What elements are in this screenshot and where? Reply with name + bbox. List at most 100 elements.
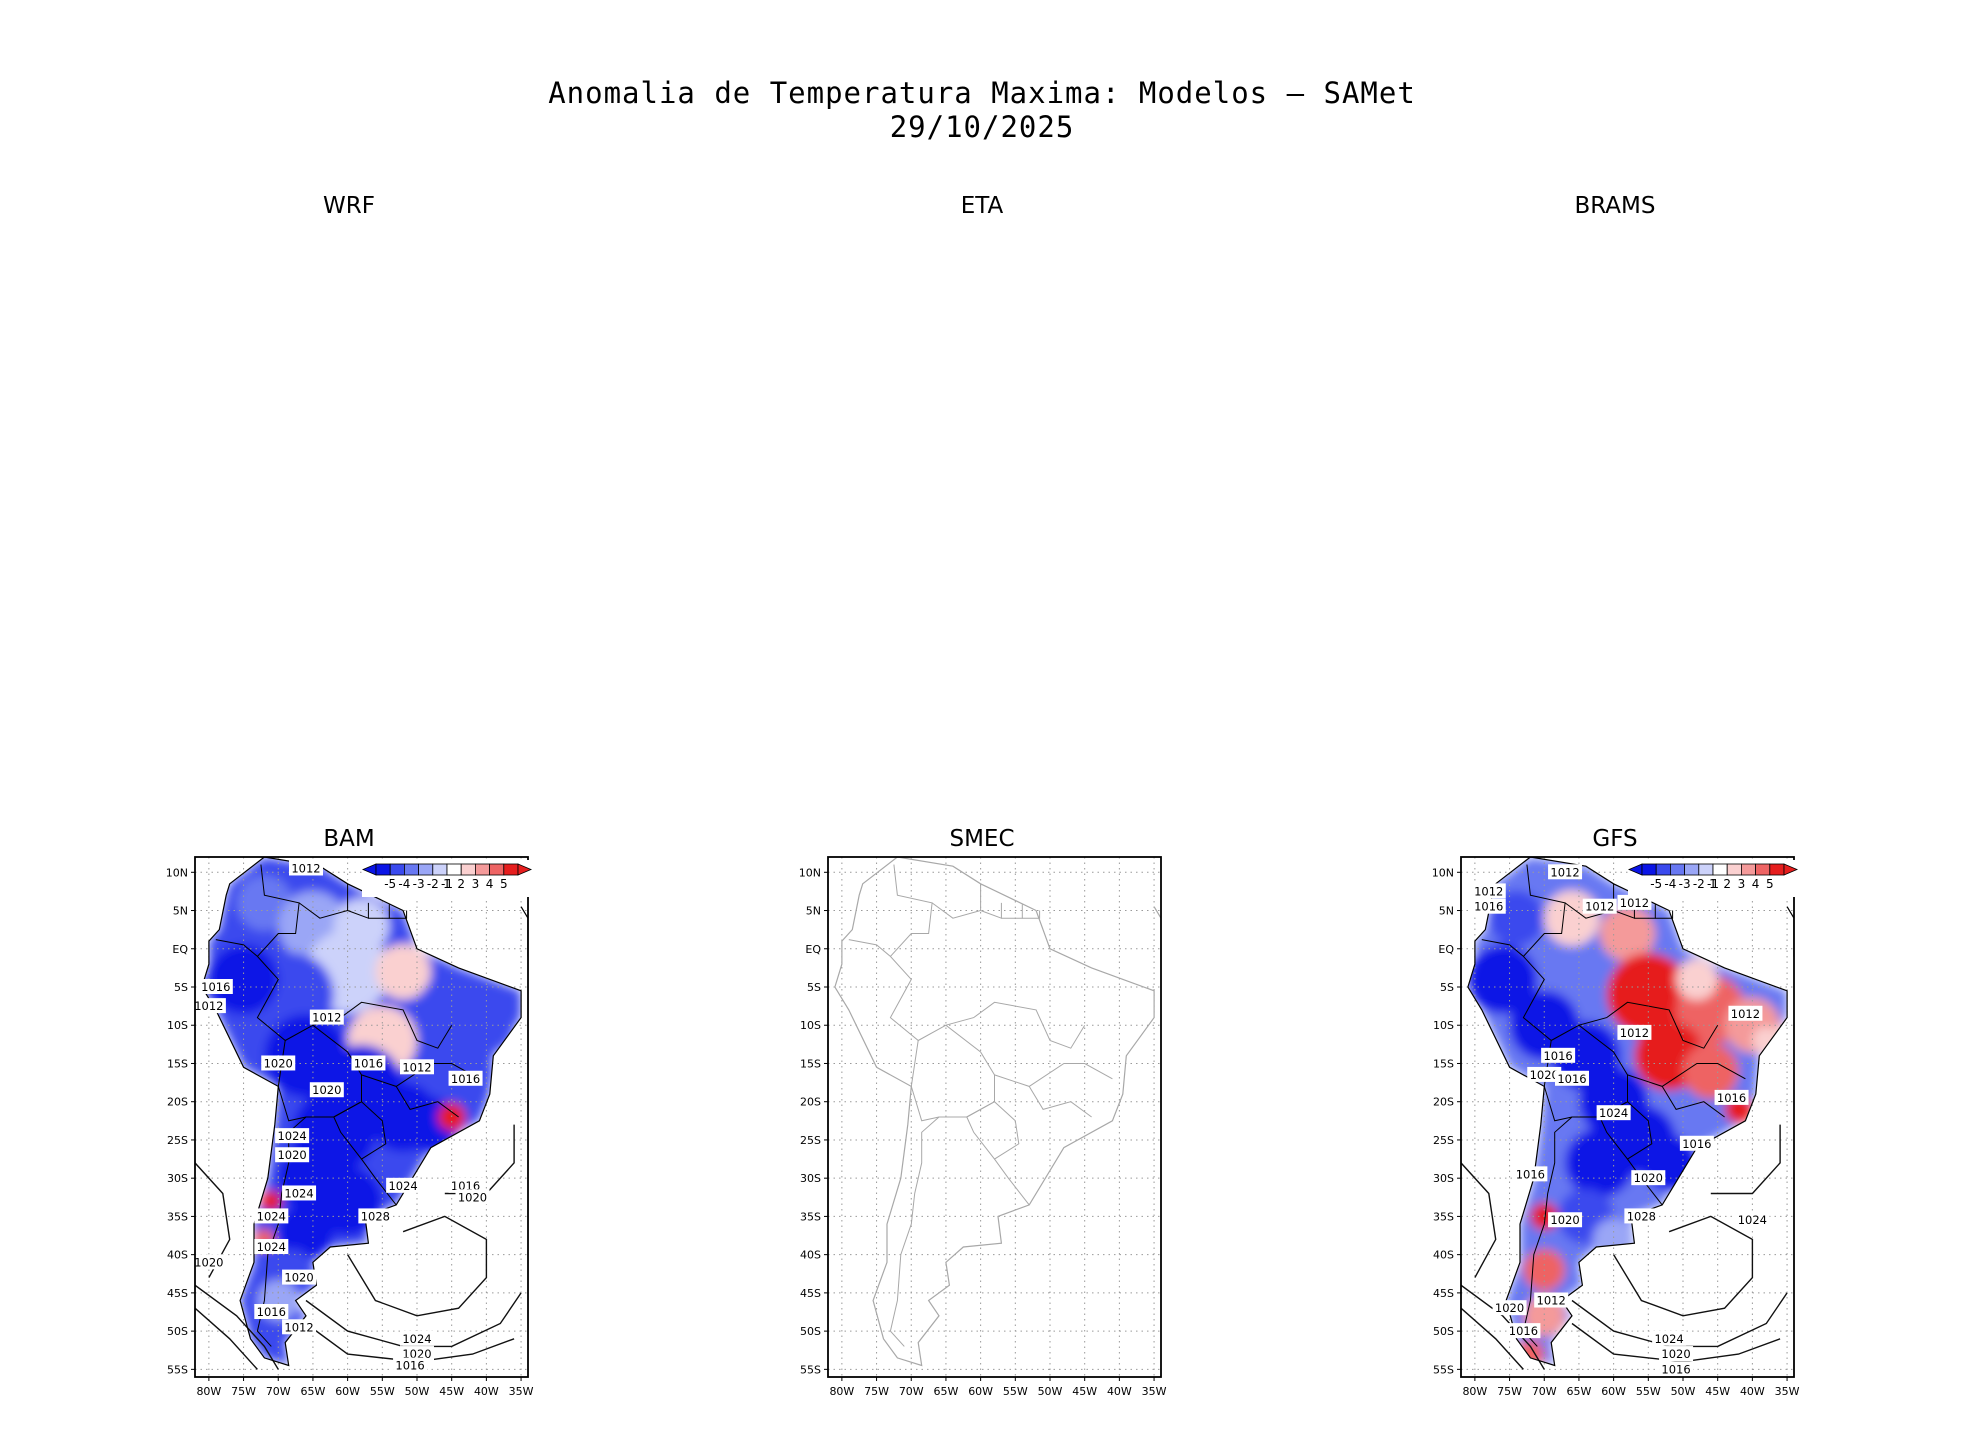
contour-label: 1024 — [1652, 1330, 1687, 1346]
contour-label: 1012 — [1582, 898, 1617, 914]
svg-text:1020: 1020 — [277, 1148, 306, 1162]
isobar-line — [347, 1215, 488, 1317]
colorbar-label: -3 — [413, 877, 425, 891]
map-gridlines — [828, 857, 1161, 1377]
lat-tick-label: 40S — [800, 1249, 821, 1262]
svg-text:1012: 1012 — [194, 999, 223, 1013]
lon-tick-label: 40W — [474, 1385, 499, 1398]
anomaly-patch — [260, 1190, 282, 1212]
lon-tick-label: 50W — [405, 1385, 430, 1398]
isobar-line — [1613, 1215, 1754, 1317]
map-frame-border — [194, 856, 529, 1378]
lat-tick-label: 15S — [167, 1057, 188, 1070]
contour-label: 1024 — [282, 1185, 317, 1201]
svg-text:1012: 1012 — [312, 1011, 341, 1025]
lat-tick-label: 55S — [800, 1363, 821, 1376]
contour-label: 1012 — [1728, 1005, 1763, 1021]
contour-label: 1020 — [282, 1269, 317, 1285]
figure-title-line1: Anomalia de Temperatura Maxima: Modelos … — [548, 76, 1416, 110]
lat-tick-label: 25S — [167, 1134, 188, 1147]
colorbar-label: -3 — [1679, 877, 1691, 891]
lon-tick-label: 65W — [301, 1385, 326, 1398]
colorbar-swatch — [375, 863, 391, 876]
contour-label: 1012 — [1534, 1292, 1569, 1308]
contour-label: 1028 — [1624, 1208, 1659, 1224]
lon-tick-label: 35W — [1142, 1385, 1167, 1398]
svg-text:1012: 1012 — [402, 1060, 431, 1074]
contour-label: 1028 — [358, 1208, 393, 1224]
colorbar-label: -2 — [427, 877, 439, 891]
colorbar-label: -1 — [441, 877, 453, 891]
contour-label: 1024 — [1735, 1212, 1770, 1228]
svg-text:1016: 1016 — [257, 1305, 286, 1319]
anomaly-patch — [1599, 905, 1656, 962]
contour-label: 1016 — [198, 979, 233, 994]
svg-text:1024: 1024 — [284, 1186, 313, 1200]
lat-tick-label: 30S — [1433, 1172, 1454, 1185]
colorbar-label: 1 — [443, 877, 451, 891]
lon-tick-label: 75W — [1497, 1385, 1522, 1398]
contour-label: 1024 — [1596, 1105, 1631, 1121]
contour-label: 1016 — [1541, 1047, 1576, 1063]
svg-text:1020: 1020 — [284, 1271, 313, 1285]
lat-tick-label: 20S — [800, 1096, 821, 1109]
contour-label: 1024 — [400, 1330, 434, 1346]
colorbar-label: 4 — [486, 877, 494, 891]
svg-text:1024: 1024 — [388, 1179, 417, 1193]
colorbar-label: -4 — [398, 877, 410, 891]
svg-text:1016: 1016 — [1557, 1072, 1586, 1086]
anomaly-patch — [236, 875, 293, 931]
anomaly-patch — [278, 1203, 334, 1260]
lon-tick-label: 80W — [1462, 1385, 1487, 1398]
svg-text:1020: 1020 — [458, 1190, 487, 1204]
svg-text:1024: 1024 — [277, 1129, 306, 1143]
contour-label: 1016 — [1679, 1135, 1714, 1151]
svg-text:1028: 1028 — [361, 1209, 390, 1223]
lon-tick-label: 50W — [1671, 1385, 1696, 1398]
colorbar-swatch — [1769, 863, 1785, 876]
lat-tick-label: EQ — [805, 943, 821, 956]
colorbar-swatch — [389, 863, 405, 876]
lat-tick-label: 5N — [806, 905, 821, 918]
anomaly-patch — [1683, 1043, 1739, 1099]
colorbar-label: 5 — [1766, 877, 1774, 891]
isobar-line — [195, 1284, 279, 1370]
svg-text:1024: 1024 — [1654, 1332, 1683, 1346]
contour-label: 1016 — [1659, 1361, 1694, 1376]
colorbar-swatch — [460, 863, 476, 876]
colorbar-swatch — [1669, 863, 1685, 876]
svg-text:1012: 1012 — [1537, 1294, 1566, 1308]
contour-label: 1024 — [254, 1239, 289, 1254]
lat-tick-label: 5N — [1439, 905, 1454, 918]
map-frame-border — [1460, 856, 1795, 1378]
lon-tick-label: 60W — [1601, 1385, 1626, 1398]
contour-label: 1020 — [1659, 1346, 1694, 1362]
lat-tick-label: 10N — [166, 866, 188, 879]
anomaly-shading — [201, 857, 522, 1366]
colorbar-label: -5 — [384, 877, 396, 891]
svg-text:1020: 1020 — [264, 1056, 293, 1070]
lat-tick-label: 50S — [1433, 1325, 1454, 1338]
figure-title-line2: 29/10/2025 — [889, 110, 1075, 144]
lon-tick-label: 80W — [829, 1385, 854, 1398]
contour-label: 1024 — [275, 1128, 310, 1144]
coastline-borders — [834, 857, 1161, 1367]
svg-text:1020: 1020 — [1661, 1347, 1690, 1361]
colorbar-swatch — [446, 863, 462, 876]
colorbar-label: 2 — [457, 877, 465, 891]
contour-label: 1020 — [1548, 1212, 1583, 1228]
svg-text:1020: 1020 — [1495, 1301, 1524, 1315]
lon-tick-label: 35W — [509, 1385, 534, 1398]
lat-tick-label: 55S — [167, 1363, 188, 1376]
lat-tick-label: 25S — [800, 1134, 821, 1147]
lat-tick-label: 10S — [1433, 1019, 1454, 1032]
contour-label: 1020 — [1492, 1300, 1527, 1316]
lat-tick-label: 35S — [167, 1210, 188, 1223]
lon-tick-label: 55W — [1636, 1385, 1661, 1398]
lat-tick-label: 45S — [1433, 1287, 1454, 1300]
lat-tick-label: 30S — [800, 1172, 821, 1185]
colorbar-swatch — [1755, 863, 1771, 876]
panel-label-gfs: GFS — [1592, 826, 1638, 852]
lat-tick-label: 25S — [1433, 1134, 1454, 1147]
